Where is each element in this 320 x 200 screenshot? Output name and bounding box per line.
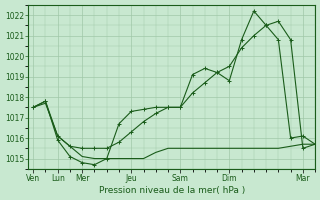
X-axis label: Pression niveau de la mer( hPa ): Pression niveau de la mer( hPa ) — [99, 186, 245, 195]
